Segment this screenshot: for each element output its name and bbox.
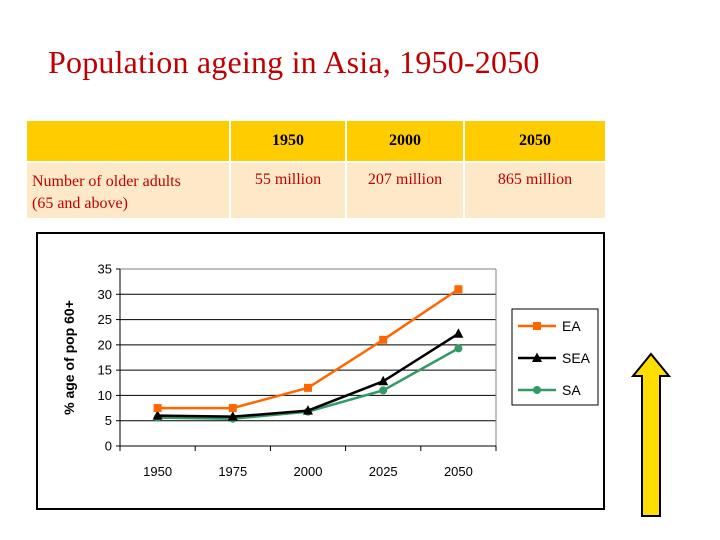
x-tick-label: 1975	[218, 464, 247, 479]
x-tick-label: 2000	[294, 464, 323, 479]
x-tick-label: 1950	[143, 464, 172, 479]
gridlines	[120, 268, 496, 447]
series-sa-point	[454, 344, 463, 353]
table-row-label: Number of older adults (65 and above)	[27, 161, 231, 218]
table-header-2000: 2000	[346, 121, 465, 162]
table-header-2050: 2050	[464, 121, 605, 162]
table-header-row: 1950 2000 2050	[27, 121, 605, 162]
series-sea-point	[152, 410, 163, 420]
table-header-1950: 1950	[230, 121, 347, 162]
y-tick-label: 0	[105, 439, 112, 454]
page-title: Population ageing in Asia, 1950-2050	[48, 44, 540, 80]
legend: EA SEA SA	[511, 308, 599, 406]
y-tick-label: 10	[98, 388, 112, 403]
series-sea-point	[378, 375, 389, 386]
legend-sea-marker	[532, 352, 542, 362]
y-tick-label: 20	[98, 337, 112, 352]
legend-sea-label: SEA	[562, 350, 591, 366]
series-layer	[152, 285, 464, 423]
legend-sa-label: SA	[562, 382, 581, 398]
legend-ea-marker	[533, 322, 541, 330]
series-sea-line	[157, 332, 460, 418]
series-sa-point	[379, 386, 388, 395]
table-row: Number of older adults (65 and above) 55…	[27, 161, 605, 218]
series-ea-point	[379, 335, 388, 344]
series-sea-point	[303, 405, 313, 415]
y-axis-label: % age of pop 60+	[61, 300, 77, 415]
x-tick-label: 2050	[444, 464, 473, 479]
table-header-empty	[27, 121, 231, 162]
y-tick-label: 15	[98, 363, 112, 378]
chart-container: 0 5 10 15 20 25 30 35 1950 1975 2000 2025 2050 % age…	[36, 232, 605, 510]
y-tick-label: 5	[105, 413, 112, 428]
table-cell-2000: 207 million	[346, 161, 465, 218]
legend-sa-marker	[533, 386, 541, 394]
y-tick-label: 25	[98, 312, 112, 327]
series-ea-point	[228, 404, 237, 413]
series-sea-point	[227, 411, 238, 421]
table-cell-1950: 55 million	[230, 161, 347, 218]
up-arrow-icon	[631, 352, 671, 517]
y-tick-label: 35	[98, 262, 112, 277]
series-ea-point	[454, 285, 463, 294]
y-tick-label: 30	[98, 287, 112, 302]
series-ea-point	[153, 404, 162, 413]
x-tick-label: 2025	[369, 464, 398, 479]
row-label-line-2: (65 and above)	[32, 195, 128, 212]
table-cell-2050: 865 million	[464, 161, 605, 218]
legend-ea-label: EA	[562, 318, 581, 334]
series-ea-point	[304, 383, 312, 392]
series-sea-point	[453, 328, 464, 338]
population-table: 1950 2000 2050 Number of older adults (6…	[27, 121, 605, 218]
row-label-line-1: Number of older adults	[32, 173, 181, 190]
